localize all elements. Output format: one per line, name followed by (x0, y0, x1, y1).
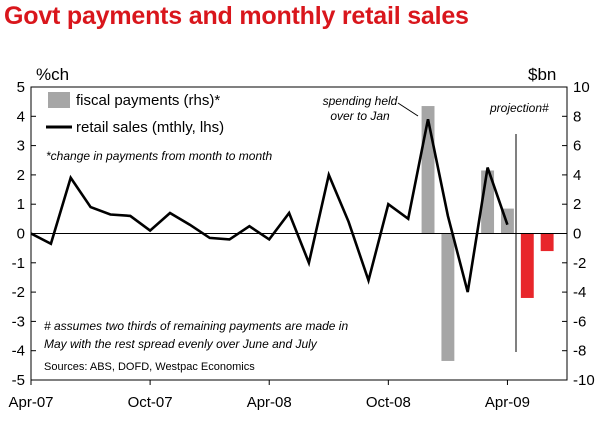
left-tick-label: 5 (17, 79, 25, 96)
x-tick-label: Apr-07 (8, 394, 53, 411)
x-tick-label: Oct-08 (366, 394, 411, 411)
left-tick-label: 2 (17, 167, 25, 184)
left-tick-label: -3 (12, 313, 25, 330)
legend-bar-label: fiscal payments (rhs)* (76, 92, 220, 109)
left-tick-label: -4 (12, 343, 25, 360)
left-tick-label: 0 (17, 226, 25, 243)
fiscal-payments-bar (441, 233, 455, 361)
right-tick-label: -6 (573, 313, 586, 330)
right-tick-label: 8 (573, 108, 581, 125)
left-tick-label: 3 (17, 138, 25, 155)
left-tick-label: -2 (12, 284, 25, 301)
footnote-line-2: May with the rest spread evenly over Jun… (44, 337, 318, 351)
source-note: Sources: ABS, DOFD, Westpac Economics (44, 361, 255, 373)
right-tick-label: 4 (573, 167, 581, 184)
legend-bar-swatch (48, 92, 70, 108)
left-tick-label: -5 (12, 372, 25, 389)
right-tick-label: -10 (573, 372, 595, 389)
x-tick-label: Apr-08 (247, 394, 292, 411)
x-tick-label: Oct-07 (128, 394, 173, 411)
tick-labels: 543210-1-2-3-4-51086420-2-4-6-8-10Apr-07… (8, 79, 594, 411)
spending-annotation-pointer (397, 102, 419, 117)
left-tick-label: 4 (17, 108, 25, 125)
legend-line-label: retail sales (mthly, lhs) (76, 119, 224, 136)
spending-annotation-line-1: spending held (323, 94, 398, 108)
right-tick-label: 10 (573, 79, 590, 96)
left-axis-unit: %ch (36, 65, 69, 84)
x-tick-label: Apr-09 (485, 394, 530, 411)
projection-annotation: projection# (489, 101, 549, 115)
right-axis-unit: $bn (528, 65, 556, 84)
right-tick-label: 6 (573, 138, 581, 155)
footnote-line-1: # assumes two thirds of remaining paymen… (44, 319, 348, 333)
right-tick-label: -4 (573, 284, 586, 301)
right-tick-label: 2 (573, 196, 581, 213)
right-tick-label: -8 (573, 343, 586, 360)
retail-sales-line (30, 118, 509, 293)
spending-annotation-line-2: over to Jan (330, 109, 390, 123)
right-tick-label: 0 (573, 226, 581, 243)
line-series (30, 118, 509, 293)
projection-bar (520, 233, 534, 298)
projection-bar (540, 233, 554, 252)
left-tick-label: 1 (17, 196, 25, 213)
left-tick-label: -1 (12, 255, 25, 272)
chart-title: Govt payments and monthly retail sales (4, 2, 469, 30)
legend-note: *change in payments from month to month (46, 149, 272, 163)
right-tick-label: -2 (573, 255, 586, 272)
